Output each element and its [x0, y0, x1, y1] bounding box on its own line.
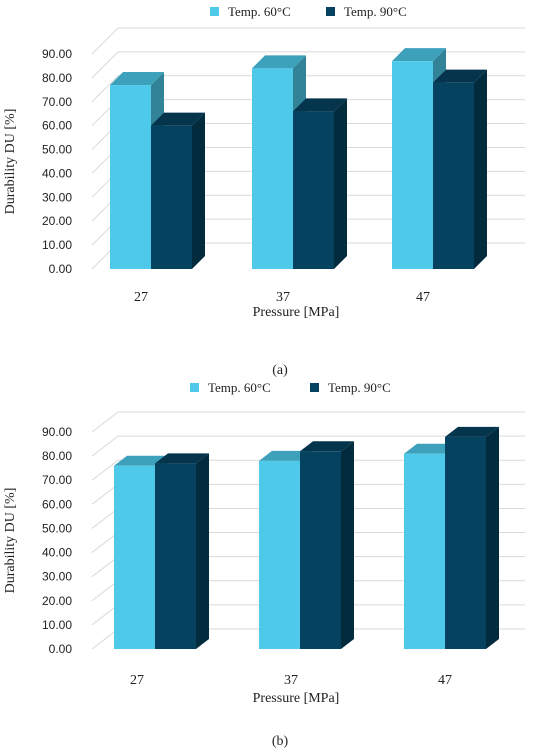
x-tick-label: 27 [134, 290, 148, 305]
legend-label: Temp. 90°C [328, 380, 391, 395]
gridline [91, 27, 525, 55]
y-axis-ticks: 0.00 10.00 20.00 30.00 40.00 50.00 60.00 70.00 8… [42, 425, 72, 656]
legend-label: Temp. 60°C [228, 4, 291, 19]
chart-panel-a: 0.00 10.00 20.00 30.00 40.00 50.00 60.00 70.00 8… [3, 4, 525, 378]
bar-front [404, 453, 445, 649]
y-tick-label: 90.00 [42, 425, 72, 439]
legend-swatch [210, 7, 219, 16]
legend: Temp. 60°C Temp. 90°C [210, 4, 407, 19]
bar-front [293, 111, 334, 269]
x-axis-title: Pressure [MPa] [253, 691, 340, 706]
y-tick-label: 10.00 [42, 238, 72, 252]
y-axis-title: Durability DU [%] [3, 488, 18, 594]
x-tick-label: 47 [438, 673, 452, 688]
bar-side [341, 441, 354, 649]
legend-item: Temp. 60°C [190, 380, 271, 395]
bar-top [110, 72, 164, 86]
bar [151, 112, 205, 270]
y-tick-label: 30.00 [42, 190, 72, 204]
legend-item: Temp. 90°C [326, 4, 407, 19]
bar [300, 441, 354, 649]
y-tick-label: 50.00 [42, 521, 72, 535]
bar [155, 453, 209, 649]
bar-top [114, 455, 168, 466]
legend-item: Temp. 60°C [210, 4, 291, 19]
bar-top [259, 450, 313, 461]
y-tick-label: 30.00 [42, 570, 72, 584]
bar-front [445, 436, 486, 649]
bar [445, 426, 499, 649]
legend-label: Temp. 60°C [208, 380, 271, 395]
y-tick-label: 40.00 [42, 166, 72, 180]
legend: Temp. 60°C Temp. 90°C [190, 380, 391, 395]
x-axis-title: Pressure [MPa] [253, 305, 340, 320]
gridline [91, 435, 525, 457]
gridline [91, 459, 525, 481]
legend-swatch [326, 7, 335, 16]
bar-top [151, 112, 205, 126]
legend-label: Temp. 90°C [344, 4, 407, 19]
bar-side [334, 98, 347, 269]
bar-side [474, 69, 487, 270]
y-tick-label: 50.00 [42, 143, 72, 157]
panel-label: (b) [272, 734, 289, 749]
bar-top [300, 441, 354, 452]
legend-item: Temp. 90°C [310, 380, 391, 395]
bar-front [114, 465, 155, 649]
bar-side [192, 112, 205, 270]
bar-front [433, 82, 474, 270]
bar-side [486, 426, 499, 649]
y-tick-label: 20.00 [42, 214, 72, 228]
y-axis-title: Durability DU [%] [3, 109, 18, 215]
bar-front [392, 61, 433, 269]
bar-top [293, 98, 347, 112]
bar [433, 69, 487, 270]
gridline [91, 75, 525, 103]
bars [114, 426, 499, 649]
bar-front [252, 68, 293, 269]
bar-front [259, 460, 300, 649]
x-tick-label: 27 [130, 673, 144, 688]
y-tick-label: 60.00 [42, 497, 72, 511]
bar-top [433, 69, 487, 83]
legend-swatch [190, 383, 199, 392]
y-tick-label: 90.00 [42, 47, 72, 61]
bar-front [151, 125, 192, 270]
bar-top [155, 453, 209, 464]
y-tick-label: 0.00 [49, 262, 73, 276]
bar-top [252, 55, 306, 69]
y-tick-label: 20.00 [42, 594, 72, 608]
panel-label: (a) [272, 363, 288, 378]
bar-front [110, 85, 151, 269]
bar-top [445, 426, 499, 437]
bar-front [155, 463, 196, 649]
x-tick-label: 37 [276, 290, 290, 305]
y-tick-label: 80.00 [42, 71, 72, 85]
gridline [91, 411, 525, 433]
x-tick-label: 47 [416, 290, 430, 305]
chart-panel-b: 0.00 10.00 20.00 30.00 40.00 50.00 60.00 70.00 8… [3, 380, 525, 749]
y-tick-label: 70.00 [42, 95, 72, 109]
bars [110, 48, 487, 270]
bar-side [196, 453, 209, 649]
bar [293, 98, 347, 269]
y-tick-label: 70.00 [42, 473, 72, 487]
y-tick-label: 0.00 [49, 642, 73, 656]
bar-top [404, 443, 458, 454]
y-tick-label: 40.00 [42, 546, 72, 560]
bar-top [392, 48, 446, 62]
y-axis-ticks: 0.00 10.00 20.00 30.00 40.00 50.00 60.00 70.00 8… [42, 47, 72, 276]
legend-swatch [310, 383, 319, 392]
x-tick-label: 37 [284, 673, 298, 688]
y-tick-label: 60.00 [42, 119, 72, 133]
gridline [91, 51, 525, 79]
y-tick-label: 80.00 [42, 449, 72, 463]
y-tick-label: 10.00 [42, 618, 72, 632]
bar-front [300, 451, 341, 649]
